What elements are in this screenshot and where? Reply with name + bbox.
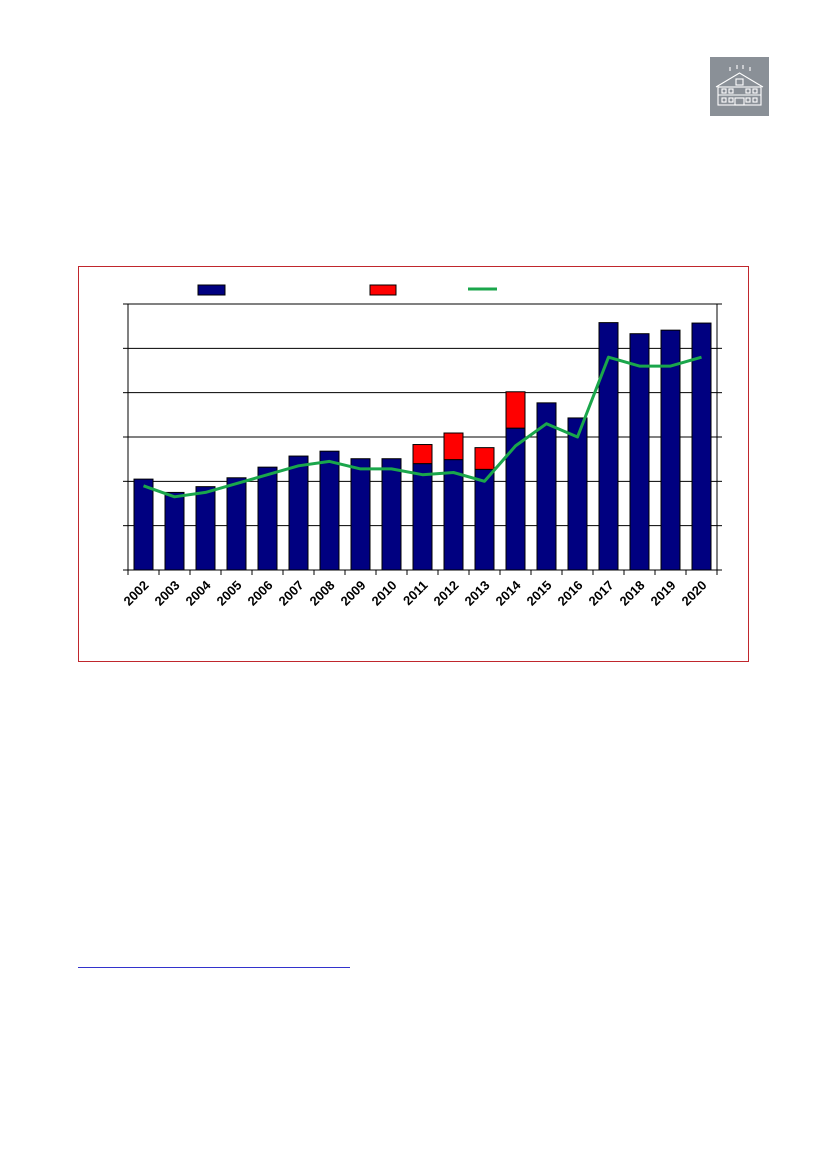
bar-base (567, 417, 588, 571)
bar-base (133, 478, 154, 571)
grid-lines (128, 303, 717, 527)
x-tick-labels: 2002 2003 2004 2005 2006 2007 2008 2009 2010 2011… (121, 577, 710, 609)
bar-base (226, 477, 247, 571)
x-tick-label: 2002 (121, 578, 152, 609)
x-tick-label: 2004 (183, 577, 215, 609)
chart-container: 2002 2003 2004 2005 2006 2007 2008 2009 2010 2011… (78, 266, 749, 662)
line-series (142, 355, 702, 499)
x-tick-label: 2019 (648, 578, 679, 609)
bar-base (288, 455, 309, 571)
x-tick-label: 2020 (679, 578, 710, 609)
legend (197, 284, 497, 296)
x-tick-label: 2008 (307, 578, 338, 609)
bar-base (474, 468, 495, 571)
logo-badge (710, 57, 769, 116)
bar-base (350, 458, 371, 571)
x-tick-label: 2014 (493, 577, 525, 609)
bar-stacked (412, 444, 433, 465)
bar-base (412, 463, 433, 571)
bar-stacked (505, 391, 526, 429)
x-tick-label: 2013 (462, 578, 493, 609)
x-tick-label: 2009 (338, 578, 369, 609)
bar-base (443, 459, 464, 571)
axes (123, 303, 722, 575)
x-tick-label: 2017 (586, 578, 617, 609)
x-tick-label: 2005 (214, 578, 245, 609)
bar-stacked (474, 447, 495, 470)
x-tick-label: 2015 (524, 578, 555, 609)
bar-base (505, 427, 526, 571)
bar-stacked (443, 432, 464, 461)
bar-base (195, 486, 216, 571)
bar-base (164, 491, 185, 571)
x-tick-label: 2007 (276, 578, 307, 609)
x-tick-label: 2016 (555, 578, 586, 609)
footnote-separator (78, 967, 350, 968)
x-tick-label: 2010 (369, 578, 400, 609)
bar-base (381, 458, 402, 571)
building-icon (715, 65, 764, 106)
x-tick-label: 2003 (152, 578, 183, 609)
bar-series (133, 322, 712, 571)
legend-swatch-bar-base (197, 284, 226, 296)
x-tick-label: 2006 (245, 578, 276, 609)
x-tick-label: 2011 (400, 578, 431, 609)
bar-base (629, 333, 650, 571)
x-tick-label: 2018 (617, 578, 648, 609)
bar-line-chart: 2002 2003 2004 2005 2006 2007 2008 2009 2010 2011… (121, 284, 722, 609)
legend-swatch-bar-stacked (369, 284, 397, 296)
bar-base (257, 466, 278, 571)
x-tick-label: 2012 (431, 578, 462, 609)
bar-base (319, 450, 340, 571)
